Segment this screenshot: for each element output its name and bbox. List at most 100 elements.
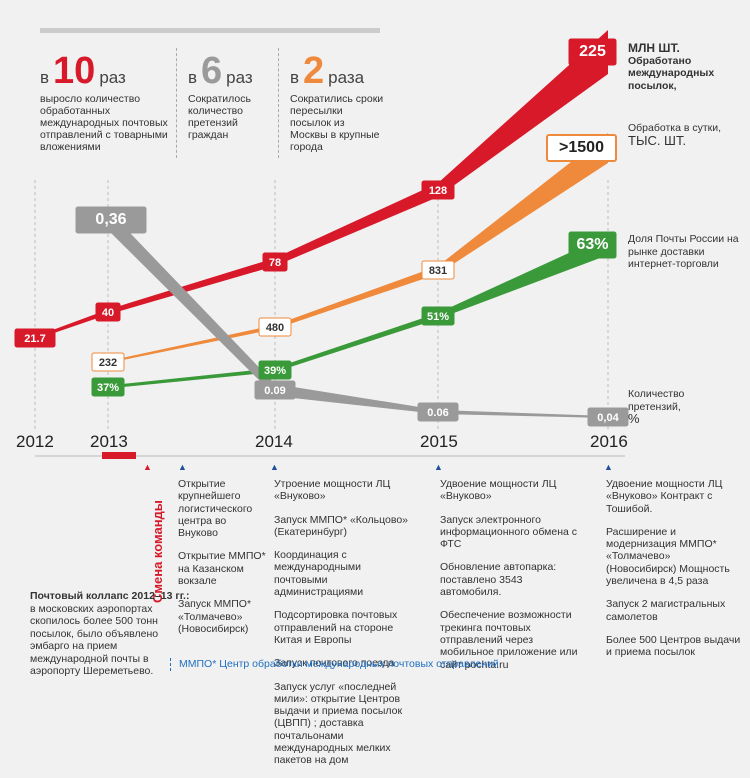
data-label-box bbox=[587, 407, 629, 427]
data-label-box bbox=[14, 328, 56, 348]
event: Запуск ММПО* «Толмачево» (Новосибирск) bbox=[178, 598, 252, 635]
triangle-icon: ▲ bbox=[143, 462, 152, 472]
data-label-box bbox=[417, 402, 459, 422]
year-2016: 2016 bbox=[590, 432, 628, 451]
event: Координация с международными почтовыми а… bbox=[274, 549, 364, 599]
data-label: 0.06 bbox=[427, 407, 448, 419]
top-bar bbox=[40, 28, 380, 33]
stat-text: выросло количество обработанных междунар… bbox=[40, 93, 168, 153]
data-label: 128 bbox=[429, 185, 447, 197]
series-band bbox=[108, 133, 608, 363]
data-label: 40 bbox=[102, 307, 114, 319]
orange-series-label: Обработка в сутки, ТЫС. ШТ. bbox=[628, 122, 748, 147]
triangle-icon: ▲ bbox=[434, 462, 443, 472]
gray-series-label: Количество претензий, % bbox=[628, 388, 738, 426]
orange-text: Обработка в сутки, bbox=[628, 122, 722, 134]
timeline-2014: Утроение мощности ЛЦ «Внуково» Запуск ММ… bbox=[274, 478, 414, 778]
stat-suffix: раз bbox=[226, 68, 253, 87]
event: Расширение и модернизация ММПО* «Толмаче… bbox=[606, 525, 730, 588]
timeline-2016: Удвоение мощности ЛЦ «Внуково» Контракт … bbox=[606, 478, 741, 670]
data-label-box bbox=[421, 180, 455, 200]
triangle-icon: ▲ bbox=[270, 462, 279, 472]
data-label: 831 bbox=[429, 265, 447, 277]
stat-6x: в 6 раз Сократилось количество претензий г… bbox=[188, 50, 273, 141]
data-label: 37% bbox=[97, 382, 119, 394]
triangle-icon: ▲ bbox=[178, 462, 187, 472]
stat-2x: в 2 раза Сократились сроки пересылки посыл… bbox=[290, 50, 385, 153]
stat-number: 6 bbox=[201, 50, 223, 92]
stat-text: Сократилось количество претензий граждан bbox=[188, 93, 251, 141]
stat-prefix: в bbox=[188, 68, 198, 87]
data-label: 21.7 bbox=[24, 333, 45, 345]
data-label-box bbox=[421, 260, 455, 280]
infographic: в 10 раз выросло количество обработанных м… bbox=[14, 28, 748, 766]
stat-number: 2 bbox=[303, 50, 325, 92]
event: Более 500 Центров выдачи и приема посыло… bbox=[606, 633, 741, 659]
event: Удвоение мощности ЛЦ «Внуково» Контракт … bbox=[606, 478, 723, 515]
series-band bbox=[108, 210, 608, 418]
data-label: 480 bbox=[266, 322, 284, 334]
series-band bbox=[108, 235, 608, 389]
data-label-box bbox=[568, 231, 617, 259]
data-label-box bbox=[421, 306, 455, 326]
divider bbox=[278, 48, 280, 158]
data-label: 39% bbox=[264, 365, 286, 377]
green-series-label: Доля Почты России на рынке доставки инте… bbox=[628, 233, 739, 270]
event: Открытие крупнейшего логистического цент… bbox=[178, 478, 253, 540]
event: Запуск почтового поезда bbox=[274, 657, 395, 670]
data-label: 0,04 bbox=[597, 412, 619, 424]
stat-suffix: раз bbox=[99, 68, 126, 87]
event: Запуск ММПО* «Кольцово» (Екатеринбург) bbox=[274, 513, 409, 538]
red-series-label: МЛН ШТ. Обработано международных посылок… bbox=[628, 42, 748, 92]
event: Открытие ММПО* на Казанском вокзале bbox=[178, 550, 266, 588]
data-label: 78 bbox=[269, 257, 281, 269]
data-label-box bbox=[91, 377, 125, 397]
collapse-title: Почтовый коллапс 2012–13 гг.: bbox=[30, 590, 190, 602]
data-label: 51% bbox=[427, 311, 449, 323]
divider bbox=[176, 48, 178, 158]
data-label: 225 bbox=[579, 43, 606, 60]
collapse-marker bbox=[102, 452, 136, 459]
stat-suffix: раза bbox=[328, 68, 365, 87]
data-label: 0.09 bbox=[264, 385, 285, 397]
stat-text: Сократились сроки пересылки посылок из М… bbox=[290, 93, 384, 153]
event: Запуск электронного информационного обме… bbox=[440, 513, 578, 551]
data-label-box bbox=[75, 206, 147, 234]
data-label: 0,36 bbox=[95, 211, 126, 228]
data-label-box bbox=[254, 380, 296, 400]
data-label-box bbox=[91, 352, 125, 372]
mmpo-footnote: ММПО* Центр обработки международных почт… bbox=[170, 658, 499, 671]
event: Утроение мощности ЛЦ «Внуково» bbox=[274, 478, 391, 503]
year-2015: 2015 bbox=[420, 432, 458, 451]
team-change-label: Смена команды bbox=[150, 500, 165, 603]
timeline-2013: Открытие крупнейшего логистического цент… bbox=[178, 478, 268, 646]
data-label: 63% bbox=[576, 236, 608, 253]
collapse-text: в московских аэропортах скопилось более … bbox=[30, 602, 159, 678]
timeline-2015: Удвоение мощности ЛЦ «Внуково» Запуск эл… bbox=[440, 478, 580, 682]
stat-10x: в 10 раз выросло количество обработанных м… bbox=[40, 50, 175, 153]
data-label-box bbox=[258, 317, 292, 337]
data-label: >1500 bbox=[559, 139, 604, 156]
stat-number: 10 bbox=[53, 50, 96, 92]
stat-prefix: в bbox=[290, 68, 300, 87]
triangle-icon: ▲ bbox=[604, 462, 613, 472]
data-label-box bbox=[262, 252, 288, 272]
year-2013: 2013 bbox=[90, 432, 128, 451]
chart-svg: 21.7 40 78 128 225 232 480 831 >1500 37% 39% 51% 63%… bbox=[14, 30, 629, 459]
gray-unit: % bbox=[628, 411, 640, 426]
collapse-note: Почтовый коллапс 2012–13 гг.: в московск… bbox=[30, 590, 190, 678]
event: Запуск 2 магистральных самолетов bbox=[606, 598, 726, 623]
event: Обеспечение возможности трекинга почтовы… bbox=[440, 609, 578, 671]
data-label: 232 bbox=[99, 357, 117, 369]
event: Обновление автопарка: поставлено 3543 ав… bbox=[440, 561, 557, 599]
gray-text: Количество претензий, bbox=[628, 388, 685, 413]
red-text: Обработано международных посылок, bbox=[628, 54, 715, 92]
series-band bbox=[35, 30, 608, 340]
data-label-box bbox=[546, 134, 617, 162]
year-2014: 2014 bbox=[255, 432, 293, 451]
data-label-box bbox=[95, 302, 121, 322]
stat-prefix: в bbox=[40, 68, 50, 87]
year-2012: 2012 bbox=[16, 432, 54, 451]
data-label-box bbox=[568, 38, 617, 66]
event: Запуск услуг «последней мили»: открытие … bbox=[274, 680, 403, 767]
